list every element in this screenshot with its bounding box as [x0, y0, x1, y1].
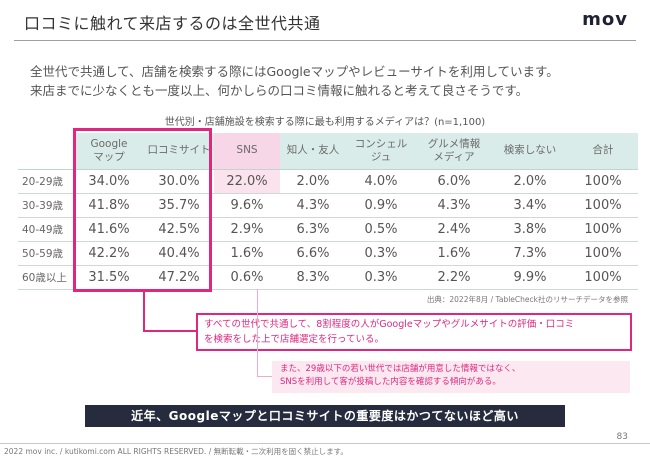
table-row: 20-29歳 34.0% 30.0% 22.0% 2.0% 4.0% 6.0% …: [18, 169, 638, 194]
column-header: 合計: [568, 133, 638, 170]
table-cell: 41.6%: [74, 217, 144, 242]
table-row: 50-59歳 42.2% 40.4% 1.6% 6.6% 0.3% 1.6% 7…: [18, 241, 638, 266]
table-cell: 3.4%: [492, 193, 568, 218]
table-cell: 31.5%: [74, 265, 144, 290]
callout-connector: [143, 292, 145, 332]
table-cell: 30.0%: [144, 169, 214, 194]
table-cell: 100%: [568, 193, 638, 218]
primary-callout: すべての世代で共通して、8割程度の人がGoogleマップやグルメサイトの評価・口…: [196, 313, 632, 351]
table-cell: 100%: [568, 265, 638, 290]
source-note: 出典：2022年8月 / TableCheck社のリサーチデータを参照: [426, 295, 628, 304]
callout-line: を検索をした上で店舗選定を行っている。: [204, 334, 385, 345]
conclusion-banner: 近年、Googleマップと口コミサイトの重要度はかつてないほど高い: [85, 405, 565, 427]
table-caption: 世代別・店舗施設を検索する際に最も利用するメディアは？(n=1,100): [164, 117, 486, 128]
table-cell: 3.8%: [492, 217, 568, 242]
table-cell: 2.0%: [280, 169, 346, 194]
table-cell: 4.3%: [280, 193, 346, 218]
column-header: SNS: [214, 133, 280, 170]
table-cell: 0.3%: [346, 265, 416, 290]
table-cell: 6.3%: [280, 217, 346, 242]
column-header: グルメ情報 メディア: [416, 133, 492, 170]
row-label: 20-29歳: [18, 169, 74, 194]
table-cell: 0.6%: [214, 265, 280, 290]
secondary-callout-connector: [257, 376, 275, 377]
secondary-callout-connector: [257, 289, 258, 377]
table-cell: 2.4%: [416, 217, 492, 242]
callout-line: また、29歳以下の若い世代では店舗が用意した情報ではなく、: [280, 364, 521, 374]
table-cell: 42.5%: [144, 217, 214, 242]
table-cell: 9.6%: [214, 193, 280, 218]
table-cell: 9.9%: [492, 265, 568, 290]
table-cell: 34.0%: [74, 169, 144, 194]
table-cell: 7.3%: [492, 241, 568, 266]
table-cell: 41.8%: [74, 193, 144, 218]
table-cell: 2.0%: [492, 169, 568, 194]
table-cell: 100%: [568, 217, 638, 242]
callout-line: すべての世代で共通して、8割程度の人がGoogleマップやグルメサイトの評価・口…: [204, 319, 575, 330]
row-label: 60歳以上: [18, 265, 74, 290]
table-cell: 0.9%: [346, 193, 416, 218]
column-header: 口コミサイト: [144, 133, 214, 170]
table-cell: 6.0%: [416, 169, 492, 194]
row-label: 30-39歳: [18, 193, 74, 218]
table-cell: 2.2%: [416, 265, 492, 290]
title-divider: [14, 40, 636, 41]
header-corner: [18, 133, 74, 170]
table-cell: 1.6%: [214, 241, 280, 266]
table-cell: 1.6%: [416, 241, 492, 266]
table-cell: 4.3%: [416, 193, 492, 218]
lead-text: 全世代で共通して、店舗を検索する際にはGoogleマップやレビューサイトを利用し…: [30, 62, 630, 100]
column-header: コンシェル ジュ: [346, 133, 416, 170]
lead-line-1: 全世代で共通して、店舗を検索する際にはGoogleマップやレビューサイトを利用し…: [30, 64, 559, 79]
table-cell: 47.2%: [144, 265, 214, 290]
callout-line: SNSを利用して客が投稿した内容を確認する傾向がある。: [280, 377, 501, 387]
column-header: Google マップ: [74, 133, 144, 170]
table-cell: 35.7%: [144, 193, 214, 218]
table-cell: 0.5%: [346, 217, 416, 242]
column-header: 知人・友人: [280, 133, 346, 170]
table-cell: 6.6%: [280, 241, 346, 266]
table-cell: 2.9%: [214, 217, 280, 242]
row-label: 40-49歳: [18, 217, 74, 242]
media-usage-table: Google マップ 口コミサイト SNS 知人・友人 コンシェル ジュ グルメ情報…: [18, 133, 638, 290]
table-cell: 0.3%: [346, 241, 416, 266]
table-cell: 8.3%: [280, 265, 346, 290]
google-review-highlight-box: [73, 128, 212, 292]
table-cell: 100%: [568, 241, 638, 266]
table-cell: 40.4%: [144, 241, 214, 266]
table-cell: 42.2%: [74, 241, 144, 266]
table-cell: 100%: [568, 169, 638, 194]
table-cell: 4.0%: [346, 169, 416, 194]
brand-logo: mov: [582, 9, 628, 30]
table-row: 60歳以上 31.5% 47.2% 0.6% 8.3% 0.3% 2.2% 9.…: [18, 265, 638, 290]
row-label: 50-59歳: [18, 241, 74, 266]
table-cell-highlight: 22.0%: [214, 169, 280, 194]
page-number: 83: [616, 432, 628, 442]
table-header-row: Google マップ 口コミサイト SNS 知人・友人 コンシェル ジュ グルメ情報…: [18, 133, 638, 170]
footer-divider: [0, 443, 650, 444]
column-header: 検索しない: [492, 133, 568, 170]
table-row: 30-39歳 41.8% 35.7% 9.6% 4.3% 0.9% 4.3% 3…: [18, 193, 638, 218]
table-row: 40-49歳 41.6% 42.5% 2.9% 6.3% 0.5% 2.4% 3…: [18, 217, 638, 242]
copyright-notice: 2022 mov inc. / kutikomi.com ALL RIGHTS …: [4, 447, 348, 456]
slide-title: 口コミに触れて来店するのは全世代共通: [24, 14, 321, 33]
lead-line-2: 来店までに少なくとも一度以上、何かしらの口コミ情報に触れると考えて良さそうです。: [30, 83, 529, 98]
secondary-callout: また、29歳以下の若い世代では店舗が用意した情報ではなく、 SNSを利用して客が…: [272, 361, 630, 393]
callout-connector: [143, 330, 197, 332]
